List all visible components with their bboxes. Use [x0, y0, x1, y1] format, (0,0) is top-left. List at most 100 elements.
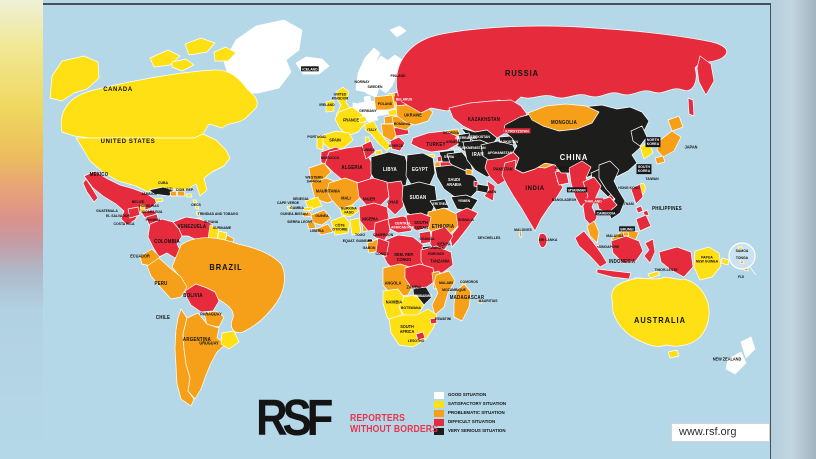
country-label: MAURITIUS: [478, 297, 498, 303]
country-label: TAJIKISTAN: [498, 138, 518, 144]
country-shape-japan_honshu: [656, 130, 682, 158]
country-shape-tasmania: [667, 349, 680, 359]
country-label: CAMEROON: [372, 231, 394, 237]
country-label: GUATEMALA: [96, 207, 118, 213]
country-label: NIGER: [362, 196, 376, 202]
country-label: HONG KONG: [618, 184, 640, 190]
country-shape-capeverde: [286, 205, 293, 211]
country-shape-switzerland: [357, 115, 368, 124]
country-label: COLOMBIA: [154, 239, 180, 246]
country-label: SAMOA: [735, 247, 749, 253]
country-label: ALGERIA: [341, 165, 363, 172]
country-label: PAKISTAN: [493, 166, 513, 172]
country-shape-canada: [60, 69, 258, 139]
country-label: MALAWI: [439, 279, 453, 285]
country-label: SOUTH AFRICA: [399, 324, 415, 334]
country-label: CAPE VERDE: [276, 199, 300, 205]
legend-item: PROBLEMATIC SITUATION: [434, 409, 511, 418]
country-shape-saudi: [434, 164, 482, 199]
country-shape-portugal: [316, 134, 324, 151]
country-shape-kalimantan: [610, 235, 644, 264]
country-label: COSTA RICA: [113, 220, 135, 226]
legend-swatch-difficult: [434, 419, 444, 426]
country-shape-sweden: [365, 55, 388, 98]
country-label: VENEZUELA: [177, 224, 207, 231]
country-shape-canada_isl4: [171, 58, 195, 72]
country-shape-comoros: [461, 280, 467, 285]
country-label: TURKEY: [426, 142, 446, 149]
rsf-logo-letters: RSF: [256, 389, 333, 446]
country-label: CONGO: [375, 250, 389, 256]
country-shape-peru: [146, 257, 188, 300]
country-label: PORTUGAL: [307, 133, 327, 139]
country-label: UZBEKISTAN: [468, 133, 490, 139]
country-label: TRINIDAD AND TOBAGO: [197, 210, 239, 216]
legend-item: GOOD SITUATION: [434, 391, 511, 400]
country-shape-eswatini: [429, 317, 438, 325]
country-label: MEXICO: [89, 172, 109, 179]
country-label: BANGLADESH: [551, 196, 577, 202]
country-shape-france: [334, 106, 366, 137]
pacific-inset-circle: [728, 242, 756, 270]
country-label: BELARUS: [394, 95, 414, 102]
country-shape-sakhalin: [687, 97, 695, 117]
country-shape-japan_kyushu: [654, 155, 666, 165]
country-label: GREECE: [388, 142, 404, 148]
country-shape-maldives: [518, 230, 523, 238]
country-label: MALAYSIA: [606, 232, 624, 238]
country-shape-canada_isl2: [184, 37, 216, 56]
country-label: SWEDEN: [367, 83, 383, 89]
gradient-edge-right: [771, 0, 816, 459]
country-shape-nz_north: [740, 336, 756, 359]
legend-swatch-problematic: [434, 410, 444, 417]
country-label: JAMAICA: [141, 190, 157, 196]
country-shape-timor: [647, 270, 661, 279]
country-shape-greece: [389, 136, 406, 152]
country-shape-malay_pen: [586, 220, 600, 244]
country-label: SOMALIA: [458, 216, 474, 222]
country-shape-austria: [365, 113, 379, 122]
country-label: SPAIN: [329, 137, 341, 143]
country-label: IRAQ: [451, 146, 461, 152]
country-label: ZAMBIA: [406, 284, 422, 290]
country-shape-somalia: [449, 207, 479, 248]
country-label: SYRIA: [443, 153, 455, 159]
country-shape-russia: [396, 25, 728, 114]
country-label: ESWATINI: [434, 315, 452, 321]
country-shape-turkey: [410, 130, 459, 153]
country-label: UNITED KINGDOM: [331, 91, 349, 101]
country-shape-oman: [483, 180, 496, 202]
country-shape-mexico: [83, 170, 159, 226]
frame-line-top: [43, 3, 770, 5]
country-label: NEW ZEALAND: [712, 356, 742, 362]
country-shape-alaska: [49, 55, 100, 102]
country-label: GAMBIA: [290, 204, 304, 210]
country-shape-iraq: [446, 151, 474, 173]
country-label: TAIWAN: [645, 175, 659, 181]
country-shape-newbritain: [720, 257, 730, 266]
country-label: OECS: [191, 201, 201, 207]
country-label: NORTH KOREA: [645, 136, 661, 147]
country-label: URUGUAY: [199, 340, 219, 346]
country-label: SEYCHELLES: [477, 234, 501, 240]
country-label: UKRAINE: [404, 112, 422, 118]
country-label: IRELAND: [319, 101, 335, 107]
country-shape-tunisia: [361, 140, 376, 160]
country-label: SENEGAL: [292, 195, 310, 201]
country-shape-greenland: [223, 19, 303, 94]
country-label: SUDAN: [409, 195, 427, 202]
country-shape-italy: [364, 120, 392, 152]
country-label: SOUTH KOREA: [636, 163, 652, 174]
country-shape-brazil: [171, 237, 285, 333]
country-label: MALDIVES: [514, 226, 532, 232]
country-shape-tonga: [739, 260, 745, 264]
country-shape-wsahara: [308, 162, 332, 184]
country-label: NEPAL: [541, 158, 553, 164]
country-label: TURKMENISTAN: [458, 144, 486, 150]
legend-item: SATISFACTORY SITUATION: [434, 400, 511, 409]
country-shape-domrep: [176, 190, 186, 197]
country-shape-argentina: [182, 312, 227, 400]
country-label: EQUAT. GUINEA: [342, 237, 370, 243]
country-shape-congo: [375, 237, 390, 258]
